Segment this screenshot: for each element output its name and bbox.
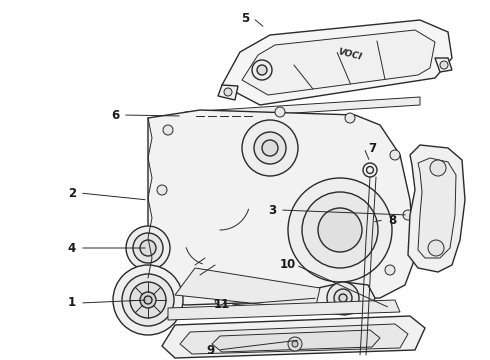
Circle shape <box>428 240 444 256</box>
Text: 5: 5 <box>241 12 249 24</box>
Circle shape <box>163 283 173 293</box>
Text: 1: 1 <box>68 297 76 310</box>
Circle shape <box>390 150 400 160</box>
Circle shape <box>252 60 272 80</box>
Text: 6: 6 <box>111 108 119 122</box>
Circle shape <box>157 185 167 195</box>
Polygon shape <box>435 58 452 72</box>
Text: 9: 9 <box>206 343 214 356</box>
Polygon shape <box>185 97 420 120</box>
Text: 10: 10 <box>280 258 296 271</box>
Circle shape <box>254 132 286 164</box>
Circle shape <box>140 240 156 256</box>
Polygon shape <box>418 158 456 258</box>
Circle shape <box>302 192 378 268</box>
Circle shape <box>305 297 315 307</box>
Polygon shape <box>408 145 465 272</box>
Circle shape <box>126 226 170 270</box>
Text: 11: 11 <box>214 298 230 311</box>
Polygon shape <box>148 110 415 305</box>
Circle shape <box>224 88 232 96</box>
Circle shape <box>430 160 446 176</box>
Circle shape <box>288 337 302 351</box>
Polygon shape <box>212 330 380 352</box>
Circle shape <box>440 61 448 69</box>
Polygon shape <box>222 20 452 105</box>
Circle shape <box>363 163 377 177</box>
Polygon shape <box>218 85 238 100</box>
Polygon shape <box>168 300 400 320</box>
Circle shape <box>288 178 392 282</box>
Circle shape <box>257 65 267 75</box>
Text: 3: 3 <box>268 203 276 216</box>
Circle shape <box>113 265 183 335</box>
Text: 2: 2 <box>68 186 76 199</box>
Circle shape <box>339 294 347 302</box>
Circle shape <box>327 282 359 314</box>
Polygon shape <box>162 316 425 358</box>
Text: 4: 4 <box>68 242 76 255</box>
Circle shape <box>140 292 156 308</box>
Circle shape <box>130 282 166 318</box>
Circle shape <box>385 265 395 275</box>
Circle shape <box>403 210 413 220</box>
Circle shape <box>215 295 225 305</box>
Polygon shape <box>180 324 408 354</box>
Circle shape <box>367 166 373 174</box>
Text: VOCI: VOCI <box>337 48 363 62</box>
Polygon shape <box>242 30 435 95</box>
Text: 7: 7 <box>368 141 376 154</box>
Circle shape <box>133 233 163 263</box>
Circle shape <box>157 245 167 255</box>
Circle shape <box>318 208 362 252</box>
Circle shape <box>345 113 355 123</box>
Circle shape <box>275 107 285 117</box>
Circle shape <box>163 125 173 135</box>
Polygon shape <box>310 282 375 315</box>
Circle shape <box>262 140 278 156</box>
Circle shape <box>144 296 152 304</box>
Circle shape <box>122 274 174 326</box>
Circle shape <box>292 341 298 347</box>
Circle shape <box>242 120 298 176</box>
Polygon shape <box>175 268 320 310</box>
Text: 8: 8 <box>388 213 396 226</box>
Circle shape <box>334 289 352 307</box>
